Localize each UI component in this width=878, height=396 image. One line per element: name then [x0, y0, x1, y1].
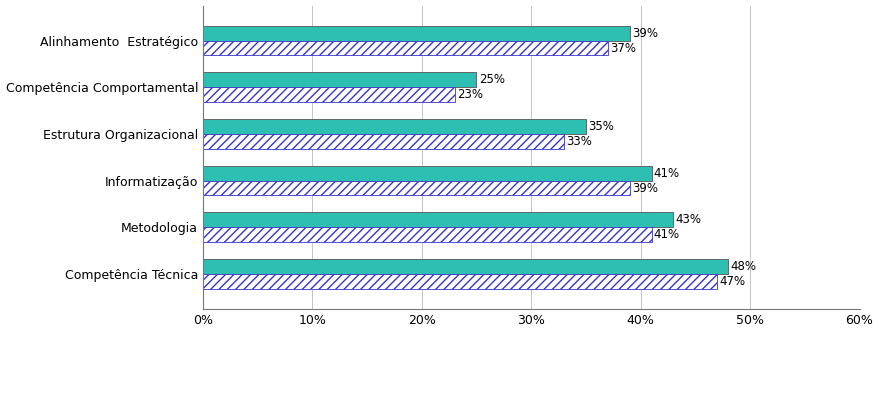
Bar	[203, 166, 651, 181]
Text: 43%: 43%	[675, 213, 701, 226]
Bar	[203, 40, 607, 55]
Bar	[203, 134, 564, 149]
Bar	[203, 227, 651, 242]
Text: 35%: 35%	[587, 120, 614, 133]
Text: 25%: 25%	[479, 73, 504, 86]
Text: 39%: 39%	[631, 27, 657, 40]
Text: 48%: 48%	[730, 260, 755, 273]
Bar	[203, 26, 629, 40]
Text: 33%: 33%	[565, 135, 592, 148]
Text: 37%: 37%	[609, 42, 636, 55]
Text: 23%: 23%	[457, 88, 482, 101]
Text: 47%: 47%	[718, 275, 745, 288]
Text: 41%: 41%	[653, 228, 679, 241]
Bar	[203, 259, 727, 274]
Bar	[203, 181, 629, 196]
Bar	[203, 274, 716, 289]
Bar	[203, 212, 673, 227]
Text: 39%: 39%	[631, 181, 657, 194]
Text: 41%: 41%	[653, 167, 679, 179]
Bar	[203, 119, 586, 134]
Bar	[203, 72, 476, 87]
Bar	[203, 87, 454, 102]
